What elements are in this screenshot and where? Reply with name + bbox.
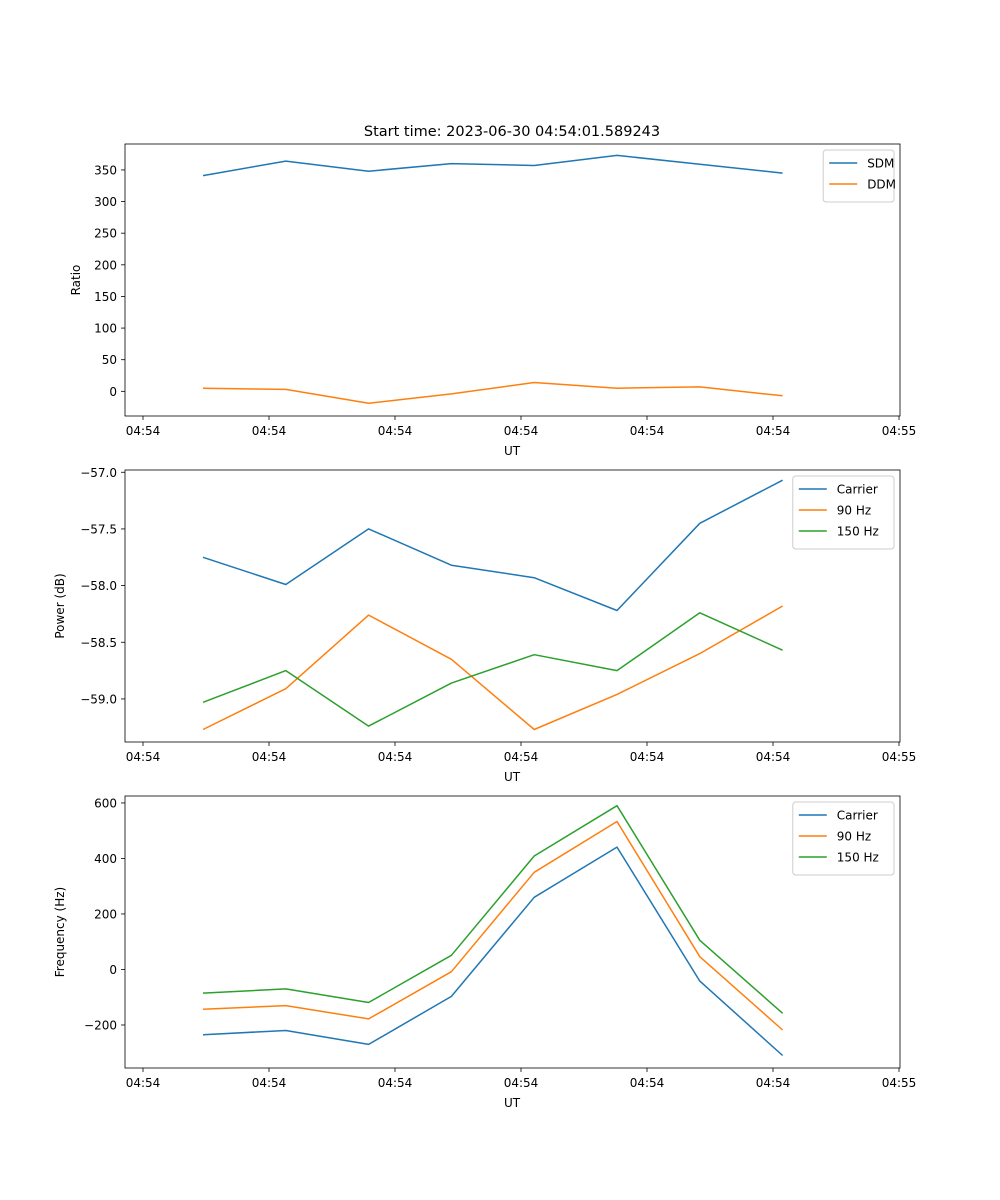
series-line-carrier	[202, 846, 784, 1057]
x-tick-label: 04:54	[252, 750, 287, 764]
series-line-90-hz	[202, 820, 784, 1031]
x-tick-label: 04:54	[756, 424, 791, 438]
y-tick-label: 200	[94, 258, 117, 272]
x-tick-label: 04:54	[252, 424, 287, 438]
y-tick-label: 0	[109, 385, 117, 399]
y-tick-label: 300	[94, 195, 117, 209]
x-tick-label: 04:55	[882, 1076, 917, 1090]
y-tick-label: 50	[102, 353, 117, 367]
x-tick-label: 04:55	[882, 750, 917, 764]
y-tick-label: −57.5	[80, 522, 117, 536]
axes-frame	[124, 143, 901, 417]
axes-frame	[124, 795, 901, 1069]
series-line-150-hz	[202, 804, 784, 1014]
x-axis-label: UT	[504, 770, 521, 784]
y-tick-label: 250	[94, 227, 117, 241]
x-tick-label: 04:54	[630, 1076, 665, 1090]
x-tick-label: 04:54	[756, 750, 791, 764]
subplot-3: 04:54 04:54 04:54 04:54 04:54 04:54 04:55 −200 0…	[53, 795, 917, 1110]
x-tick-label: 04:54	[378, 750, 413, 764]
legend-label: DDM	[867, 178, 896, 192]
y-tick-label: 200	[94, 907, 117, 921]
x-tick-label: 04:54	[630, 424, 665, 438]
y-tick-label: −58.0	[80, 579, 117, 593]
x-tick-label: 04:54	[756, 1076, 791, 1090]
legend-label: Carrier	[837, 483, 878, 497]
y-axis-label: Frequency (Hz)	[53, 887, 67, 978]
legend-label: 90 Hz	[837, 504, 871, 518]
y-tick-label: 100	[94, 322, 117, 336]
legend-label: 150 Hz	[837, 525, 879, 539]
subplot-1: 04:54 04:54 04:54 04:54 04:54 04:54 04:55 0 50 10…	[69, 143, 917, 458]
x-tick-label: 04:54	[126, 1076, 161, 1090]
legend-label: 150 Hz	[837, 851, 879, 865]
x-tick-label: 04:55	[882, 424, 917, 438]
series-line-90-hz	[202, 605, 783, 731]
y-tick-label: 0	[109, 963, 117, 977]
subplot-2: 04:54 04:54 04:54 04:54 04:54 04:54 04:55 −59.0…	[53, 466, 916, 784]
series-line-ddm	[202, 381, 783, 405]
y-tick-label: 150	[94, 290, 117, 304]
x-axis-label: UT	[504, 444, 521, 458]
y-tick-label: −57.0	[80, 466, 117, 480]
x-tick-label: 04:54	[378, 424, 413, 438]
series-line-150-hz	[202, 612, 783, 727]
x-axis-label: UT	[504, 1096, 521, 1110]
series-line-carrier	[202, 479, 783, 612]
x-tick-label: 04:54	[252, 1076, 287, 1090]
legend-label: Carrier	[837, 809, 878, 823]
x-tick-label: 04:54	[630, 750, 665, 764]
y-axis-label: Ratio	[69, 265, 83, 296]
legend-label: SDM	[867, 157, 894, 171]
x-tick-label: 04:54	[504, 750, 539, 764]
y-tick-label: 350	[94, 163, 117, 177]
subplots: 04:54 04:54 04:54 04:54 04:54 04:54 04:55 0 50 10…	[53, 143, 917, 1110]
y-tick-label: −58.5	[80, 636, 117, 650]
x-tick-label: 04:54	[504, 424, 539, 438]
y-tick-label: −200	[84, 1018, 117, 1032]
x-tick-label: 04:54	[504, 1076, 539, 1090]
legend: Carrier 90 Hz 150 Hz	[792, 475, 895, 550]
axes-frame	[124, 469, 901, 743]
y-tick-label: 400	[94, 852, 117, 866]
figure-title: Start time: 2023-06-30 04:54:01.589243	[364, 124, 660, 140]
y-tick-label: 600	[94, 796, 117, 810]
legend-label: 90 Hz	[837, 830, 871, 844]
legend: Carrier 90 Hz 150 Hz	[792, 801, 895, 876]
y-axis-label: Power (dB)	[53, 573, 67, 638]
x-tick-label: 04:54	[126, 424, 161, 438]
x-tick-label: 04:54	[126, 750, 161, 764]
x-tick-label: 04:54	[378, 1076, 413, 1090]
y-tick-label: −59.0	[80, 692, 117, 706]
series-line-sdm	[202, 154, 783, 177]
legend: SDM DDM	[822, 149, 896, 203]
